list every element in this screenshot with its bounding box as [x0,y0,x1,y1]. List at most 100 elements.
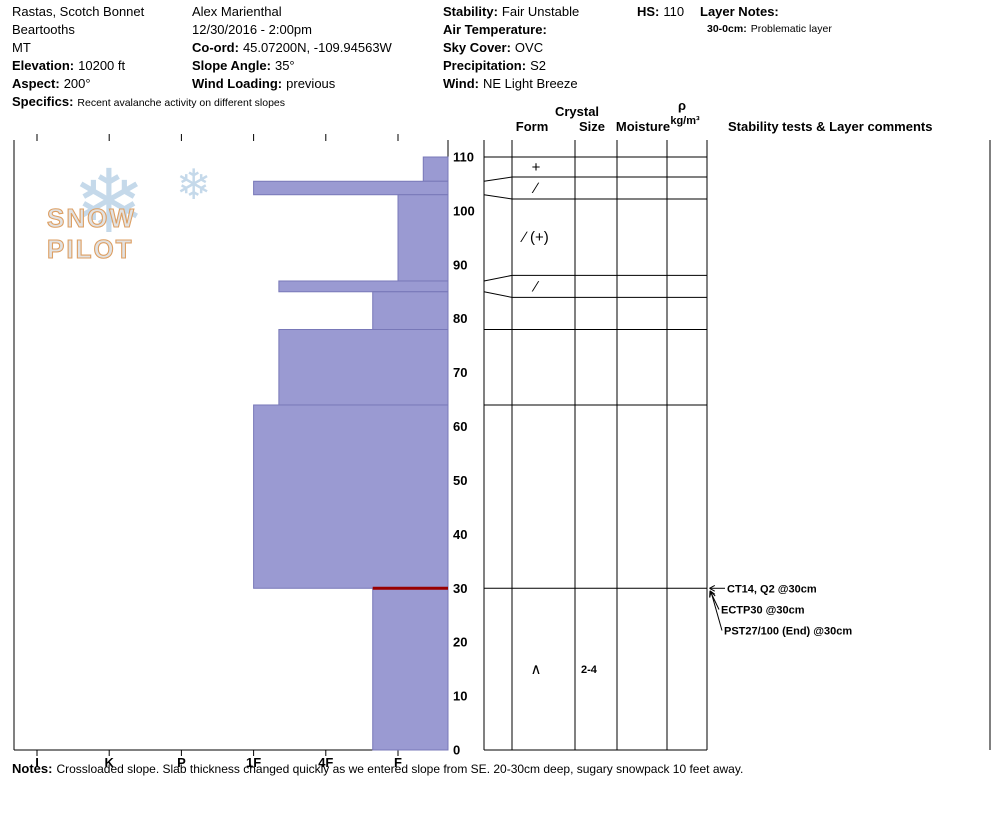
depth-label: 60 [453,419,467,434]
test-arrow-head [710,591,716,597]
stability-test-label: CT14, Q2 @30cm [727,584,817,596]
form-column-header: Form [515,119,549,134]
layer-fan-line [483,274,513,282]
wind-row: Wind: NE Light Breeze [443,75,579,93]
elevation-value: 10200 ft [78,58,126,73]
precip-row: Precipitation: S2 [443,57,579,75]
hardness-bar [278,329,449,406]
slope-angle-value: 35° [274,58,295,73]
stability-test-label: ECTP30 @30cm [721,605,805,617]
coord-value: 45.07200N, -109.94563W [242,40,392,55]
depth-label: 0 [453,743,460,758]
crystal-header: Crystal [554,104,600,119]
slope-angle-row: Slope Angle: 35° [192,57,392,75]
coord-label: Co-ord: [192,40,239,55]
hardness-bar [372,587,449,751]
hardness-label: F [394,755,402,770]
header-hs-block: HS: 110 [637,3,684,21]
hardness-bar [397,194,449,282]
size-column-header: Size [578,119,606,134]
air-temp-label: Air Temperature: [443,22,547,37]
density-symbol-header: ρ [677,98,687,113]
notes-text: Crossloaded slope. Slab thickness change… [56,762,744,776]
precip-label: Precipitation: [443,58,527,73]
watermark-text: SNOW PILOT [46,202,136,264]
header-layer-notes-block: Layer Notes: 30-0cm: Problematic layer [700,3,832,37]
layer-notes-label: Layer Notes: [700,4,779,19]
hardness-label: K [105,755,115,770]
depth-label: 100 [453,203,475,218]
layer-fan-line [483,194,513,200]
wind-loading-row: Wind Loading: previous [192,75,392,93]
test-arrow-head [709,591,712,598]
layer-note-entry: 30-0cm: Problematic layer [700,21,832,37]
grain-form-symbol: ∕ [531,278,540,295]
wind-loading-label: Wind Loading: [192,76,283,91]
stability-label: Stability: [443,4,498,19]
pit-datetime: 12/30/2016 - 2:00pm [192,22,312,37]
mountain-range: Beartooths [12,22,75,37]
stability-row: Stability: Fair Unstable [443,3,579,21]
hs-row: HS: 110 [637,3,684,21]
state: MT [12,40,31,55]
snowflake-icon: ❄ [72,150,146,253]
grain-form-symbol: + [532,159,541,176]
aspect-value: 200° [63,76,91,91]
layer-notes-title: Layer Notes: [700,3,832,21]
slope-angle-label: Slope Angle: [192,58,271,73]
wind-value: NE Light Breeze [482,76,578,91]
depth-label: 110 [453,150,474,165]
layer-note-range: 30-0cm: [707,23,747,35]
hardness-bar [278,280,449,293]
depth-label: 20 [453,635,467,650]
hardness-bar [253,404,449,589]
depth-label: 70 [453,365,467,380]
depth-label: 30 [453,581,467,596]
air-temp-row: Air Temperature: [443,21,579,39]
coord-row: Co-ord: 45.07200N, -109.94563W [192,39,392,57]
hardness-label: I [35,755,39,770]
elevation-label: Elevation: [12,58,75,73]
moisture-column-header: Moisture [615,119,671,134]
observer-name: Alex Marienthal [192,4,282,19]
hardness-label: P [177,755,186,770]
grain-form-symbol: ∕ [531,180,540,197]
test-arrow-head [709,587,716,592]
snowflake-icon: ❄ [176,160,212,209]
grain-size-label: 2-4 [581,664,598,676]
aspect-row: Aspect: 200° [12,75,285,93]
hardness-bar [253,180,449,196]
elevation-row: Elevation: 10200 ft [12,57,285,75]
wind-label: Wind: [443,76,479,91]
hardness-label: 4F [318,755,333,770]
header-conditions-block: Stability: Fair Unstable Air Temperature:… [443,3,579,93]
comments-column-header: Stability tests & Layer comments [728,119,933,134]
depth-label: 90 [453,257,467,272]
sky-cover-value: OVC [514,40,544,55]
notes-label: Notes: [12,761,53,776]
pit-notes: Notes: Crossloaded slope. Slab thickness … [12,761,743,776]
depth-label: 80 [453,311,467,326]
specifics-label: Specifics: [12,94,74,109]
stability-test-label: PST27/100 (End) @30cm [724,626,852,638]
depth-label: 50 [453,473,467,488]
hs-label: HS: [637,4,660,19]
header-observer-block: Alex Marienthal 12/30/2016 - 2:00pm Co-o… [192,3,392,93]
depth-label: 10 [453,689,467,704]
density-units-header: kg/m³ [670,115,700,127]
wind-loading-value: previous [286,76,336,91]
grain-form-symbol: ∕ (+) [519,229,548,246]
precip-value: S2 [530,58,546,73]
specifics-row: Specifics: Recent avalanche activity on d… [12,93,285,112]
layer-fan-line [483,291,513,298]
header-location-block: Rastas, Scotch Bonnet Beartooths MT Elev… [12,3,285,112]
grain-form-symbol: ∧ [531,661,542,678]
sky-cover-label: Sky Cover: [443,40,511,55]
stability-value: Fair Unstable [501,4,580,19]
pit-name: Rastas, Scotch Bonnet [12,4,145,19]
aspect-label: Aspect: [12,76,60,91]
hardness-bar [422,156,449,182]
hardness-label: 1F [246,755,261,770]
layer-note-text: Problematic layer [750,23,832,35]
